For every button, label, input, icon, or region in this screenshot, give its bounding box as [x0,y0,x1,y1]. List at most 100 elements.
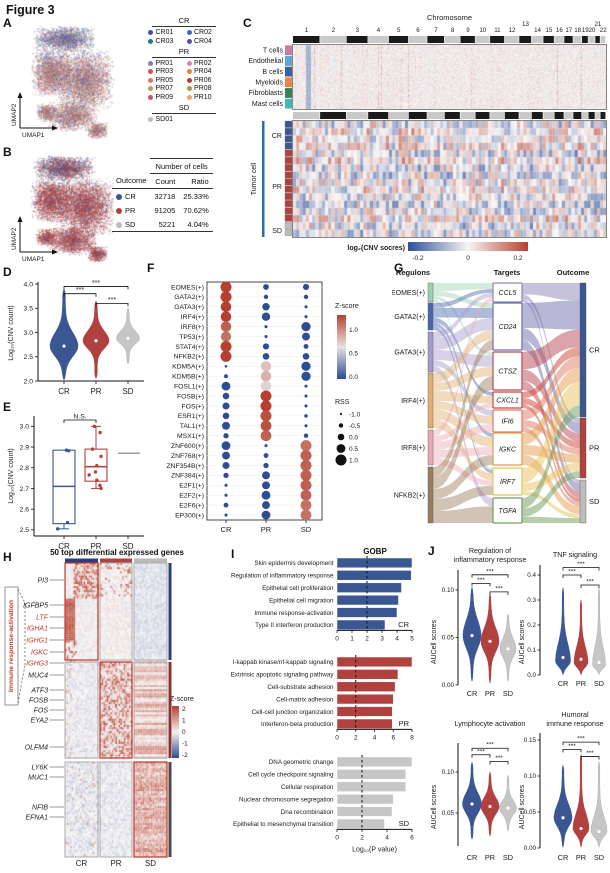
data-point [55,527,60,531]
x-tick-label: 0 [335,734,339,741]
significance-label: *** [477,748,485,755]
rss-size-dot [336,444,346,453]
target-gene: CCL5 [499,290,517,297]
chromosome-tick: 13 [522,21,529,28]
zscore-tick: -2 [182,752,188,759]
chart-group-tag: PR [399,719,410,728]
y-tick-label: 3.5 [24,306,34,313]
dot [262,353,270,360]
median-dot [470,802,474,806]
dot [223,502,229,508]
dot [221,381,231,391]
panel-a: UMAP2 UMAP1 CR CR01 CR02 CR03 CR04 PR PR01 PR02 P… [0,16,240,146]
panel-g-sankey: EOMES(+) GATA2(+) GATA3(+) IRF4(+) IRF8(+) NF… [392,268,600,524]
median-dot [488,639,492,643]
dot [222,461,230,469]
chromosome-band [543,36,554,43]
ratio-pr: 70.62% [183,205,209,215]
sample-color-dot [148,38,153,44]
dot [261,490,271,500]
dot [302,353,310,360]
panel-h-overlay: PI3 IGFBP5 LTF IGHA1 IGHG1 IGKC IGHG3 MUC4 ATF3 F… [4,558,194,868]
dot [223,472,229,479]
significance-bracket [562,574,582,578]
x-tick-label: 6 [410,834,414,841]
sankey-ribbon [433,291,493,308]
y-axis-title: AUCell scores [431,619,438,664]
median-dot [597,829,601,834]
chart-group-tag: CR [398,620,409,629]
sankey-ribbon [522,427,580,506]
significance-bracket [63,419,97,423]
x-tick-label: 3 [380,635,384,642]
sankey-ribbon [433,506,493,523]
median-dot [506,647,510,651]
gene-label: ATF3 [30,687,48,694]
target-box [492,391,523,409]
side-strip [168,662,172,758]
chromosome-band [595,36,600,43]
significance-label: *** [495,755,503,762]
legend-item: CR03 [148,38,185,45]
x-tick-label: 2 [354,734,358,741]
go-term: Cell-cell junction organization [252,709,334,716]
significance-bracket [95,303,129,307]
chromosome-band [408,112,427,119]
rss-tick: -0.5 [349,423,361,430]
gene-label: MUC4 [28,672,48,679]
dot [222,451,230,460]
group-label: PR [485,689,495,698]
sankey-ribbon [522,300,580,330]
bar [336,818,385,830]
panel-label-j: J [428,544,435,558]
tumor-group-chip [284,200,293,208]
block-border [99,761,133,858]
celltype-chip [285,45,292,56]
y-tick-label: 0.1 [527,647,536,654]
x-tick-label: 2 [365,635,369,642]
legend-item: CR04 [186,38,224,45]
zscore-legend-title: Z-score [335,303,359,310]
legend-item: PR06 [186,77,224,84]
regulon-label: IRF4(+) [181,314,204,321]
sidebar-box [4,586,19,706]
panel-b-umap-axes: UMAP2 UMAP1 [11,216,58,263]
chromosome-tick: 12 [509,27,516,34]
sample-id: PR03 [155,68,174,75]
group-label: CR [58,542,70,551]
panel-h-title: 50 top differential expressed genes [50,548,184,557]
sankey-ribbon [433,447,493,458]
tumor-group-chip [284,214,293,222]
dot [302,283,310,291]
regulon-label: ESR1(+) [178,413,204,420]
gene-label: IGHA1 [27,625,48,632]
dot [220,350,232,362]
rss-legend-title: RSS [335,399,350,406]
ratio-cr: 25.33% [183,191,209,201]
y-tick-label: 4.0 [24,281,34,288]
significance-label: *** [92,280,100,287]
subplot-title: inflammatory response [454,555,527,564]
celltype-label: Mast cells [252,101,284,108]
bar [336,781,406,792]
dot [264,444,268,448]
median-dot [126,336,130,340]
column-label: PR [110,859,121,868]
regulon-label: ZNF768(+) [171,453,204,460]
sd-dot [116,221,122,228]
data-point [99,454,103,459]
dot [224,493,228,497]
outcome-node [579,282,587,418]
sankey-column-header: Outcome [557,268,590,277]
y-tick-label: 2.9 [20,444,30,451]
y-axis-title: Log₁₀(CNV count) [8,305,15,360]
sankey-ribbon [522,283,580,301]
violin-shape [462,761,482,841]
sidebar-label: Immune response-activation [8,600,15,692]
chromosome-band [504,36,519,43]
significance-bracket [489,760,509,765]
legend-item: PR03 [148,68,185,75]
celltype-label: Myeloids [255,80,283,87]
gene-label: FOS [34,707,49,714]
chromosome-band [388,36,409,43]
